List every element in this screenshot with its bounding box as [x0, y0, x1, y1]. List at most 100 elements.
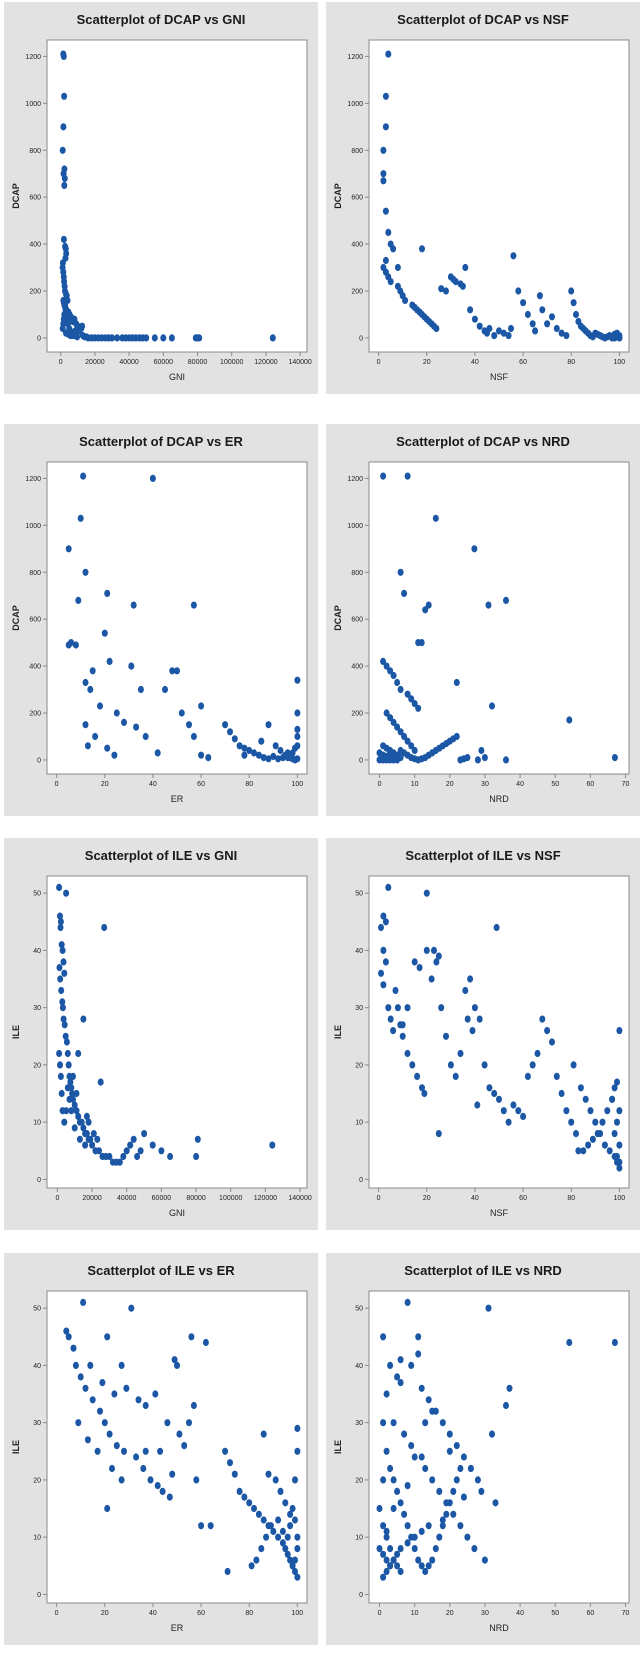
data-point: [411, 1533, 418, 1541]
data-point: [82, 568, 89, 576]
data-point: [387, 714, 394, 722]
x-tick-label: 60: [519, 359, 527, 366]
data-point: [387, 1562, 394, 1570]
data-points: [376, 1298, 618, 1581]
data-point: [109, 334, 115, 342]
data-point: [101, 923, 108, 932]
data-point: [106, 657, 113, 665]
data-point: [496, 327, 502, 335]
x-tick-label: 40000: [117, 1195, 137, 1202]
data-point: [75, 1049, 82, 1058]
data-point: [164, 1419, 171, 1427]
data-point: [616, 1164, 623, 1172]
data-point: [73, 1107, 80, 1115]
data-point: [96, 1147, 102, 1155]
data-point: [66, 1095, 73, 1103]
data-point: [609, 1095, 616, 1103]
data-point: [505, 1118, 512, 1126]
data-point: [104, 1504, 111, 1513]
data-point: [231, 1470, 238, 1478]
data-point: [284, 1533, 291, 1541]
data-point: [500, 329, 507, 337]
data-point: [292, 1516, 298, 1524]
data-point: [408, 742, 415, 750]
data-point: [56, 964, 63, 972]
data-point: [222, 1447, 229, 1455]
x-tick-label: 100: [614, 1195, 626, 1202]
data-point: [594, 1130, 601, 1138]
scatterplot-panel-7: Scatterplot of ILE vs ER 0 10 20 30 40 50 0 20 40…: [4, 1253, 318, 1645]
data-point: [432, 1545, 439, 1553]
data-point: [453, 732, 460, 741]
data-point: [241, 751, 248, 759]
data-point: [194, 1135, 201, 1143]
data-point: [429, 1556, 436, 1564]
data-point: [205, 754, 212, 762]
data-point: [294, 742, 301, 750]
data-point: [154, 1482, 161, 1490]
data-point: [79, 322, 86, 330]
data-point: [409, 1061, 416, 1069]
data-point: [592, 1118, 599, 1126]
data-point: [462, 263, 469, 272]
data-point: [508, 324, 514, 333]
data-point: [457, 1522, 464, 1530]
data-point: [113, 709, 120, 717]
data-point: [390, 1476, 397, 1484]
data-point: [59, 1107, 66, 1115]
x-tick-label: 0: [55, 781, 59, 788]
data-point: [436, 1487, 443, 1495]
data-point: [382, 918, 389, 926]
data-point: [176, 1430, 183, 1438]
x-tick-label: 40: [471, 1195, 479, 1202]
data-point: [582, 1095, 589, 1103]
data-point: [380, 146, 387, 154]
data-point: [152, 1390, 159, 1398]
data-point: [174, 667, 180, 675]
data-point: [73, 1089, 80, 1098]
data-point: [425, 1562, 432, 1570]
scatterplot-panel-2: Scatterplot of DCAP vs NSF 0 200 400 600 800 1…: [326, 2, 640, 394]
data-point: [294, 732, 301, 741]
scatterplot-svg: Scatterplot of DCAP vs ER020040060080010…: [11, 434, 308, 804]
data-point: [89, 1396, 96, 1404]
data-point: [380, 981, 387, 989]
data-point: [489, 702, 495, 710]
data-point: [481, 1061, 488, 1069]
data-point: [471, 545, 478, 553]
data-point: [425, 601, 432, 609]
data-point: [585, 1141, 592, 1149]
data-point: [70, 1344, 77, 1352]
data-point: [61, 92, 68, 100]
data-point: [404, 1049, 411, 1058]
data-point: [419, 1084, 425, 1092]
data-point: [404, 690, 411, 698]
data-point: [438, 1004, 445, 1012]
data-point: [71, 1124, 78, 1132]
data-point: [72, 1361, 79, 1369]
data-point: [529, 320, 536, 328]
y-tick-label: 800: [29, 148, 41, 155]
data-point: [265, 1470, 272, 1478]
data-point: [397, 685, 404, 694]
data-point: [97, 1407, 103, 1415]
y-tick-label: 30: [355, 1005, 363, 1012]
data-point: [222, 721, 229, 729]
data-point: [59, 946, 66, 954]
data-point: [383, 709, 390, 717]
x-tick-label: 60: [586, 781, 594, 788]
data-point: [101, 1419, 108, 1427]
data-point: [380, 1476, 387, 1484]
y-tick-label: 600: [351, 195, 363, 202]
data-point: [397, 1567, 404, 1576]
data-point: [500, 1107, 507, 1115]
data-point: [198, 751, 205, 759]
data-points: [59, 50, 276, 342]
y-tick-label: 1200: [25, 54, 41, 61]
data-point: [193, 1476, 200, 1484]
data-point: [474, 1101, 481, 1109]
scatterplot-svg: Scatterplot of ILE vs ER 0 10 20 30 40 50 0 20 40…: [11, 1263, 308, 1633]
data-point: [394, 1373, 401, 1381]
data-point: [168, 334, 175, 342]
x-tick-label: 140000: [288, 359, 311, 366]
